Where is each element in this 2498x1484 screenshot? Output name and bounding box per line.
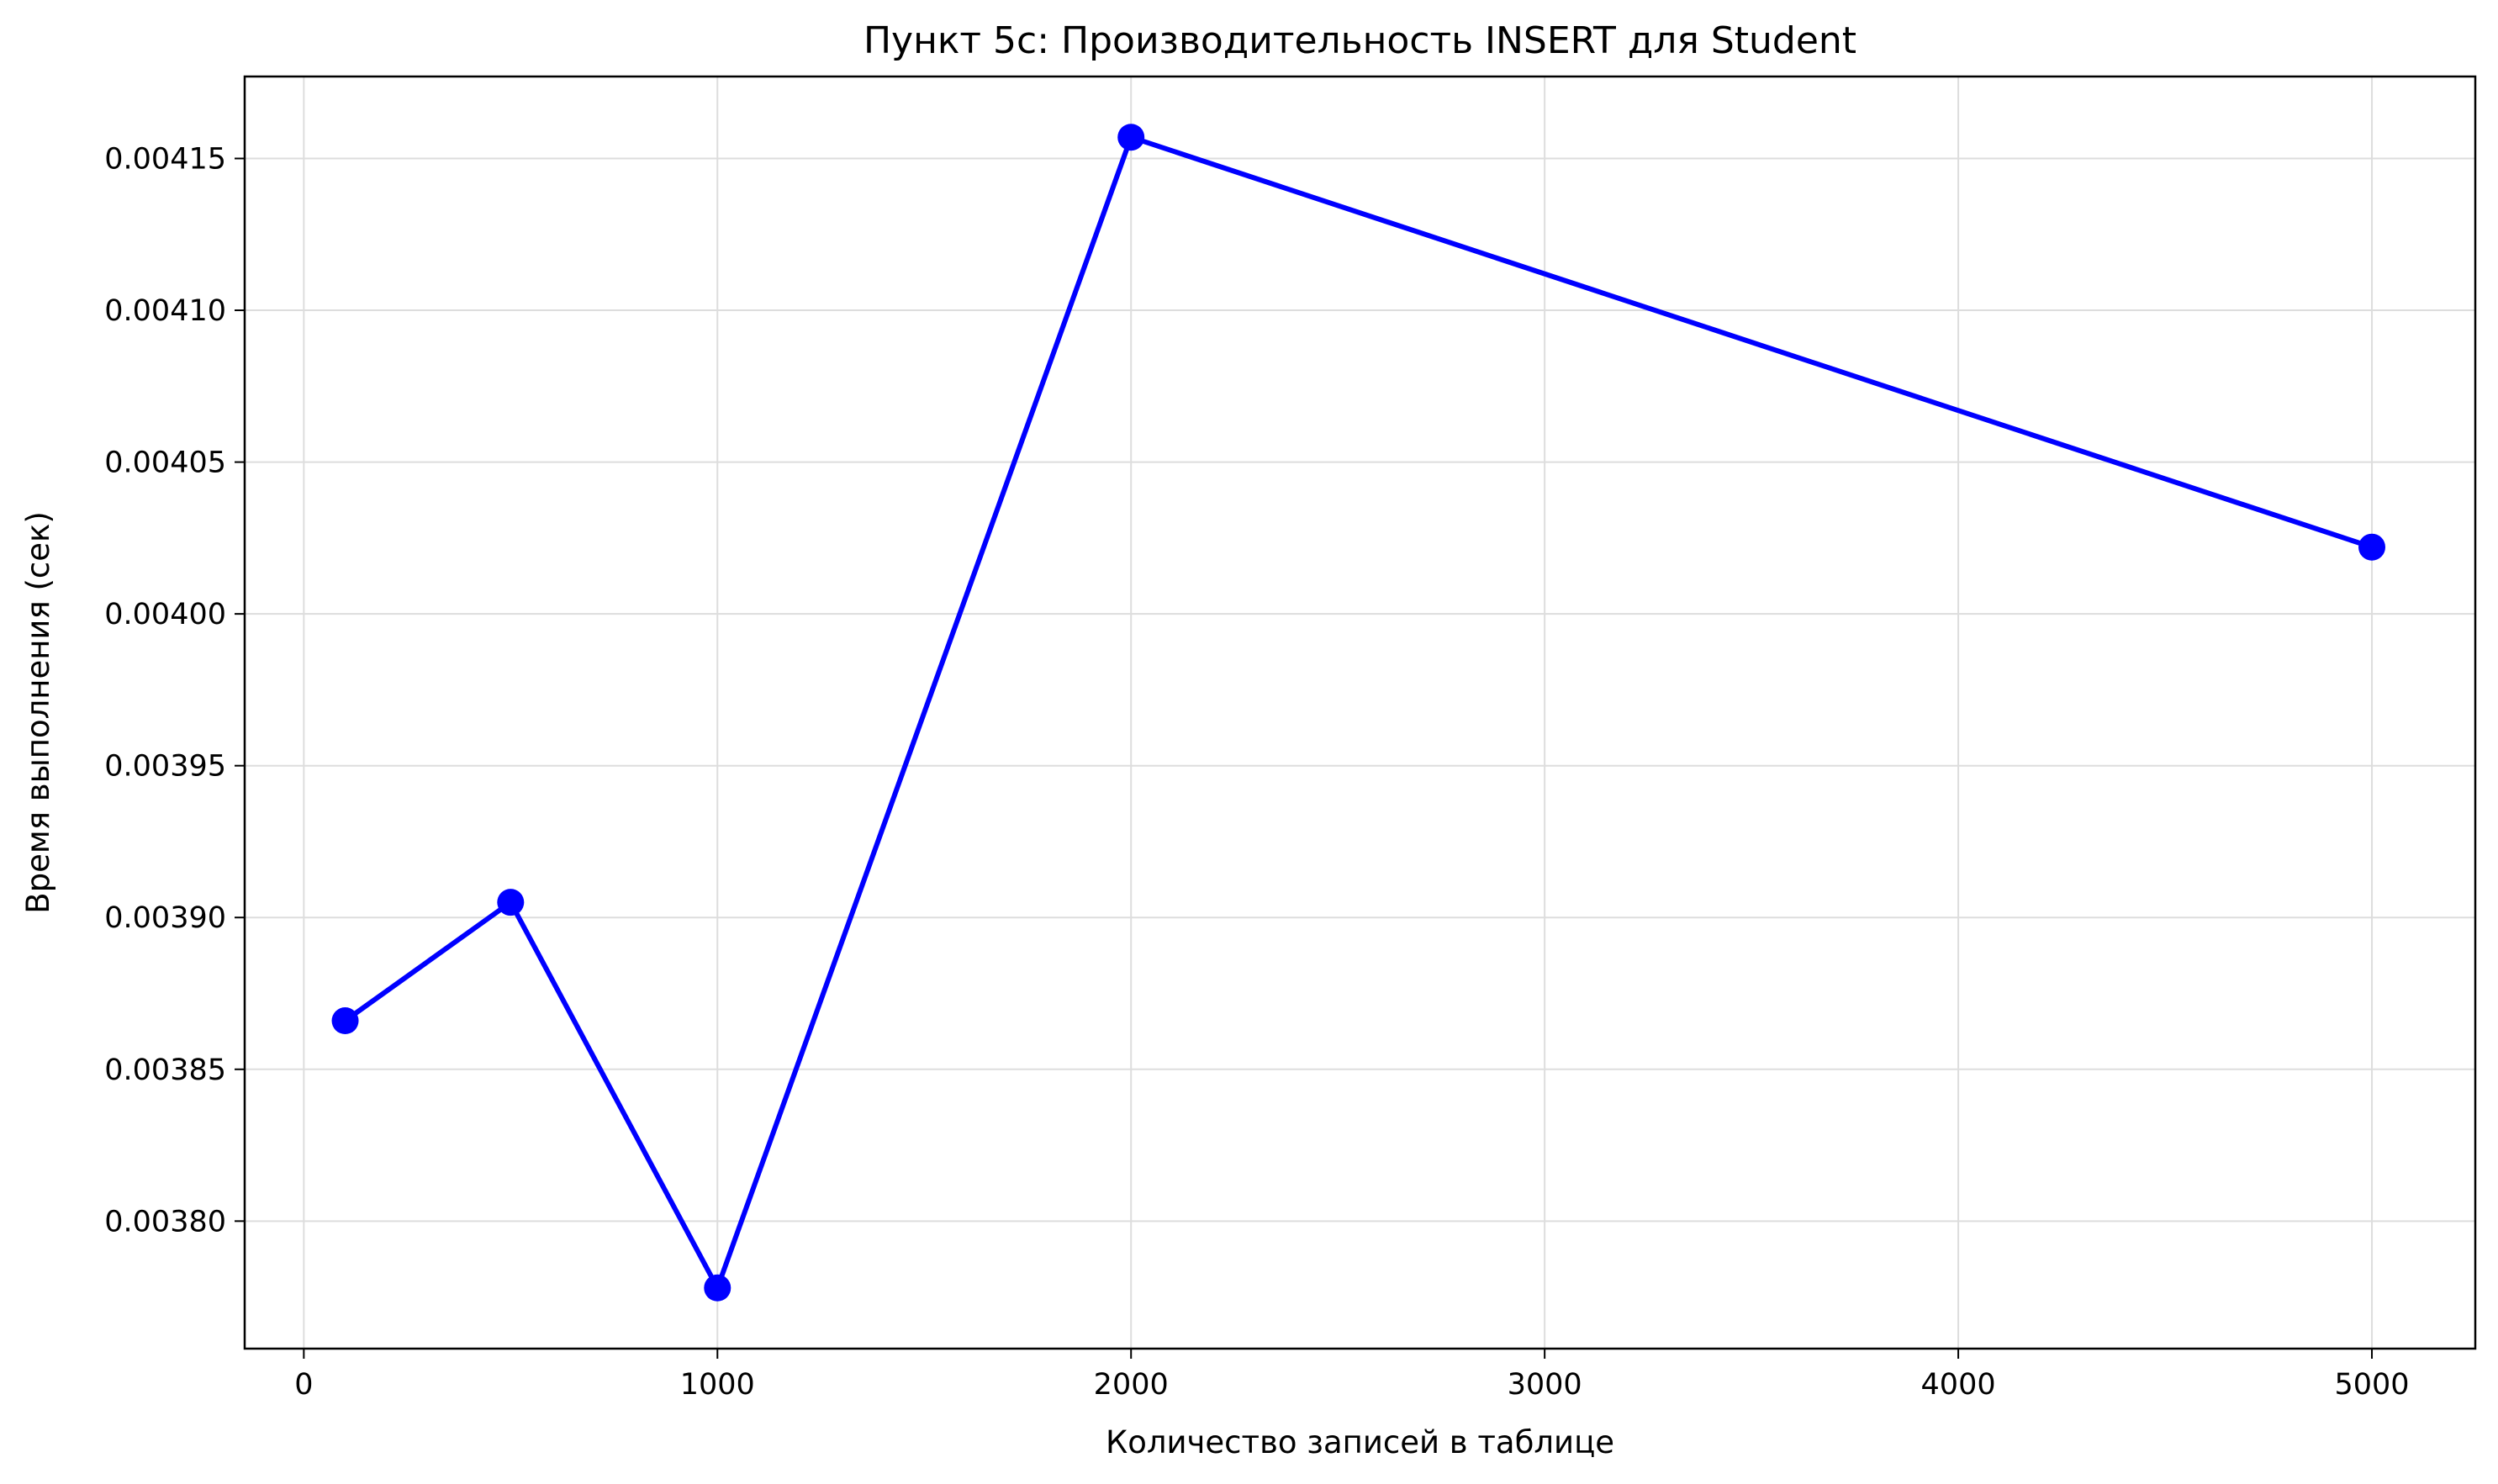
data-point — [704, 1274, 731, 1302]
series-layer — [331, 124, 2386, 1302]
data-point — [1117, 124, 1145, 151]
data-point — [331, 1007, 359, 1035]
x-tick-label: 1000 — [680, 1368, 755, 1402]
y-tick-label: 0.00390 — [104, 901, 226, 935]
y-tick-label: 0.00395 — [104, 750, 226, 784]
x-axis-label: Количество записей в таблице — [1106, 1424, 1614, 1460]
data-point — [497, 889, 525, 916]
y-tick-label: 0.00415 — [104, 142, 226, 176]
y-tick-label: 0.00405 — [104, 446, 226, 480]
y-tick-label: 0.00400 — [104, 598, 226, 631]
y-axis-label: Время выполнения (сек) — [20, 511, 56, 914]
y-tick-label: 0.00380 — [104, 1205, 226, 1238]
axis-ticks: 0 1000 2000 3000 4000 5000 0.00380 0.00385 0.003… — [104, 142, 2409, 1402]
x-tick-label: 0 — [294, 1368, 313, 1402]
x-tick-label: 4000 — [1921, 1368, 1996, 1402]
y-tick-label: 0.00385 — [104, 1054, 226, 1087]
grid — [245, 77, 2475, 1349]
x-tick-label: 2000 — [1094, 1368, 1169, 1402]
x-tick-label: 3000 — [1508, 1368, 1582, 1402]
y-tick-label: 0.00410 — [104, 294, 226, 328]
plot-area-frame — [243, 75, 2477, 1350]
chart-title: Пункт 5c: Производительность INSERT для … — [863, 19, 1856, 62]
x-tick-label: 5000 — [2334, 1368, 2409, 1402]
data-point — [2358, 533, 2386, 561]
